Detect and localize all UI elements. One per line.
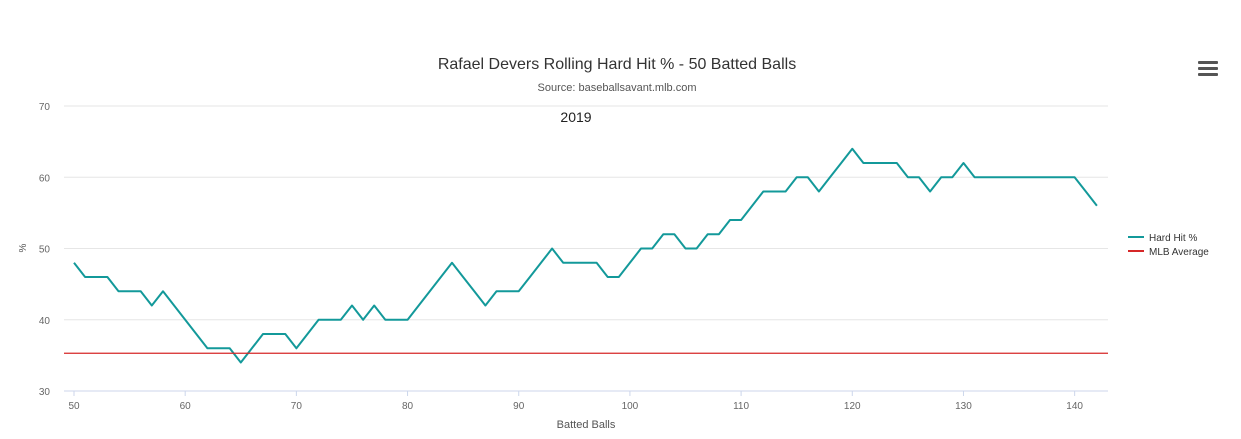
- y-tick-label: 30: [39, 387, 51, 398]
- x-tick-label: 110: [733, 401, 749, 412]
- legend-label[interactable]: Hard Hit %: [1149, 233, 1197, 244]
- y-tick-label: 60: [39, 173, 51, 184]
- x-tick-label: 130: [955, 401, 972, 412]
- y-axis-ticks: 30 40 50 60 70: [39, 102, 51, 398]
- x-tick-label: 50: [68, 401, 80, 412]
- series-lines: [64, 147, 1108, 364]
- y-tick-label: 70: [39, 102, 51, 113]
- year-annotation: 2019: [560, 109, 591, 125]
- hamburger-menu-icon[interactable]: [1196, 58, 1220, 78]
- y-axis-label: %: [18, 243, 29, 252]
- y-tick-label: 50: [39, 245, 51, 256]
- chart-subtitle: Source: baseballsavant.mlb.com: [538, 82, 697, 94]
- menu-bar-middle: [1198, 67, 1218, 70]
- x-tick-label: 120: [844, 401, 861, 412]
- x-tick-label: 140: [1066, 401, 1083, 412]
- x-axis: 50 60 70 80 90 100 110 120 130 140: [64, 390, 1108, 412]
- x-tick-label: 70: [291, 401, 303, 412]
- menu-bar-bottom: [1198, 73, 1218, 76]
- x-tick-label: 80: [402, 401, 414, 412]
- x-axis-label: Batted Balls: [557, 419, 616, 431]
- x-tick-label: 100: [622, 401, 639, 412]
- legend: Hard Hit % MLB Average: [1128, 233, 1209, 258]
- series-line-hard-hit: [73, 147, 1098, 364]
- legend-label[interactable]: MLB Average: [1149, 247, 1209, 258]
- x-tick-label: 60: [180, 401, 192, 412]
- chart-title: Rafael Devers Rolling Hard Hit % - 50 Ba…: [438, 56, 796, 73]
- y-tick-label: 40: [39, 316, 51, 327]
- menu-bar-top: [1198, 61, 1218, 64]
- gridlines: [64, 105, 1108, 321]
- x-tick-label: 90: [513, 401, 525, 412]
